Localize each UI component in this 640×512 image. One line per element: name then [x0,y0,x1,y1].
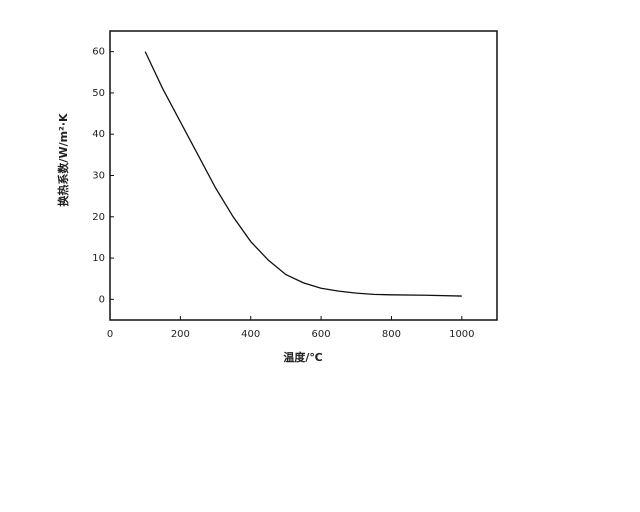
x-tick-label: 1000 [449,329,474,340]
line-series [144,51,462,297]
x-axis-label: 温度/℃ [283,350,322,364]
y-tick-label: 10 [92,253,105,264]
x-tick-label: 200 [171,329,190,340]
y-tick-label: 50 [92,88,105,99]
y-tick-label: 20 [92,212,105,223]
x-tick-label: 800 [382,329,401,340]
y-tick-label: 60 [92,47,105,58]
y-tick-label: 40 [92,129,105,140]
x-tick-label: 0 [107,329,113,340]
plot-frame [109,30,498,321]
y-axis-label: 换热系数/W/m²·K [56,113,70,207]
x-tick-label: 600 [312,329,331,340]
x-tick-label: 400 [241,329,260,340]
y-tick-label: 30 [92,171,105,182]
y-tick-label: 0 [99,294,105,305]
